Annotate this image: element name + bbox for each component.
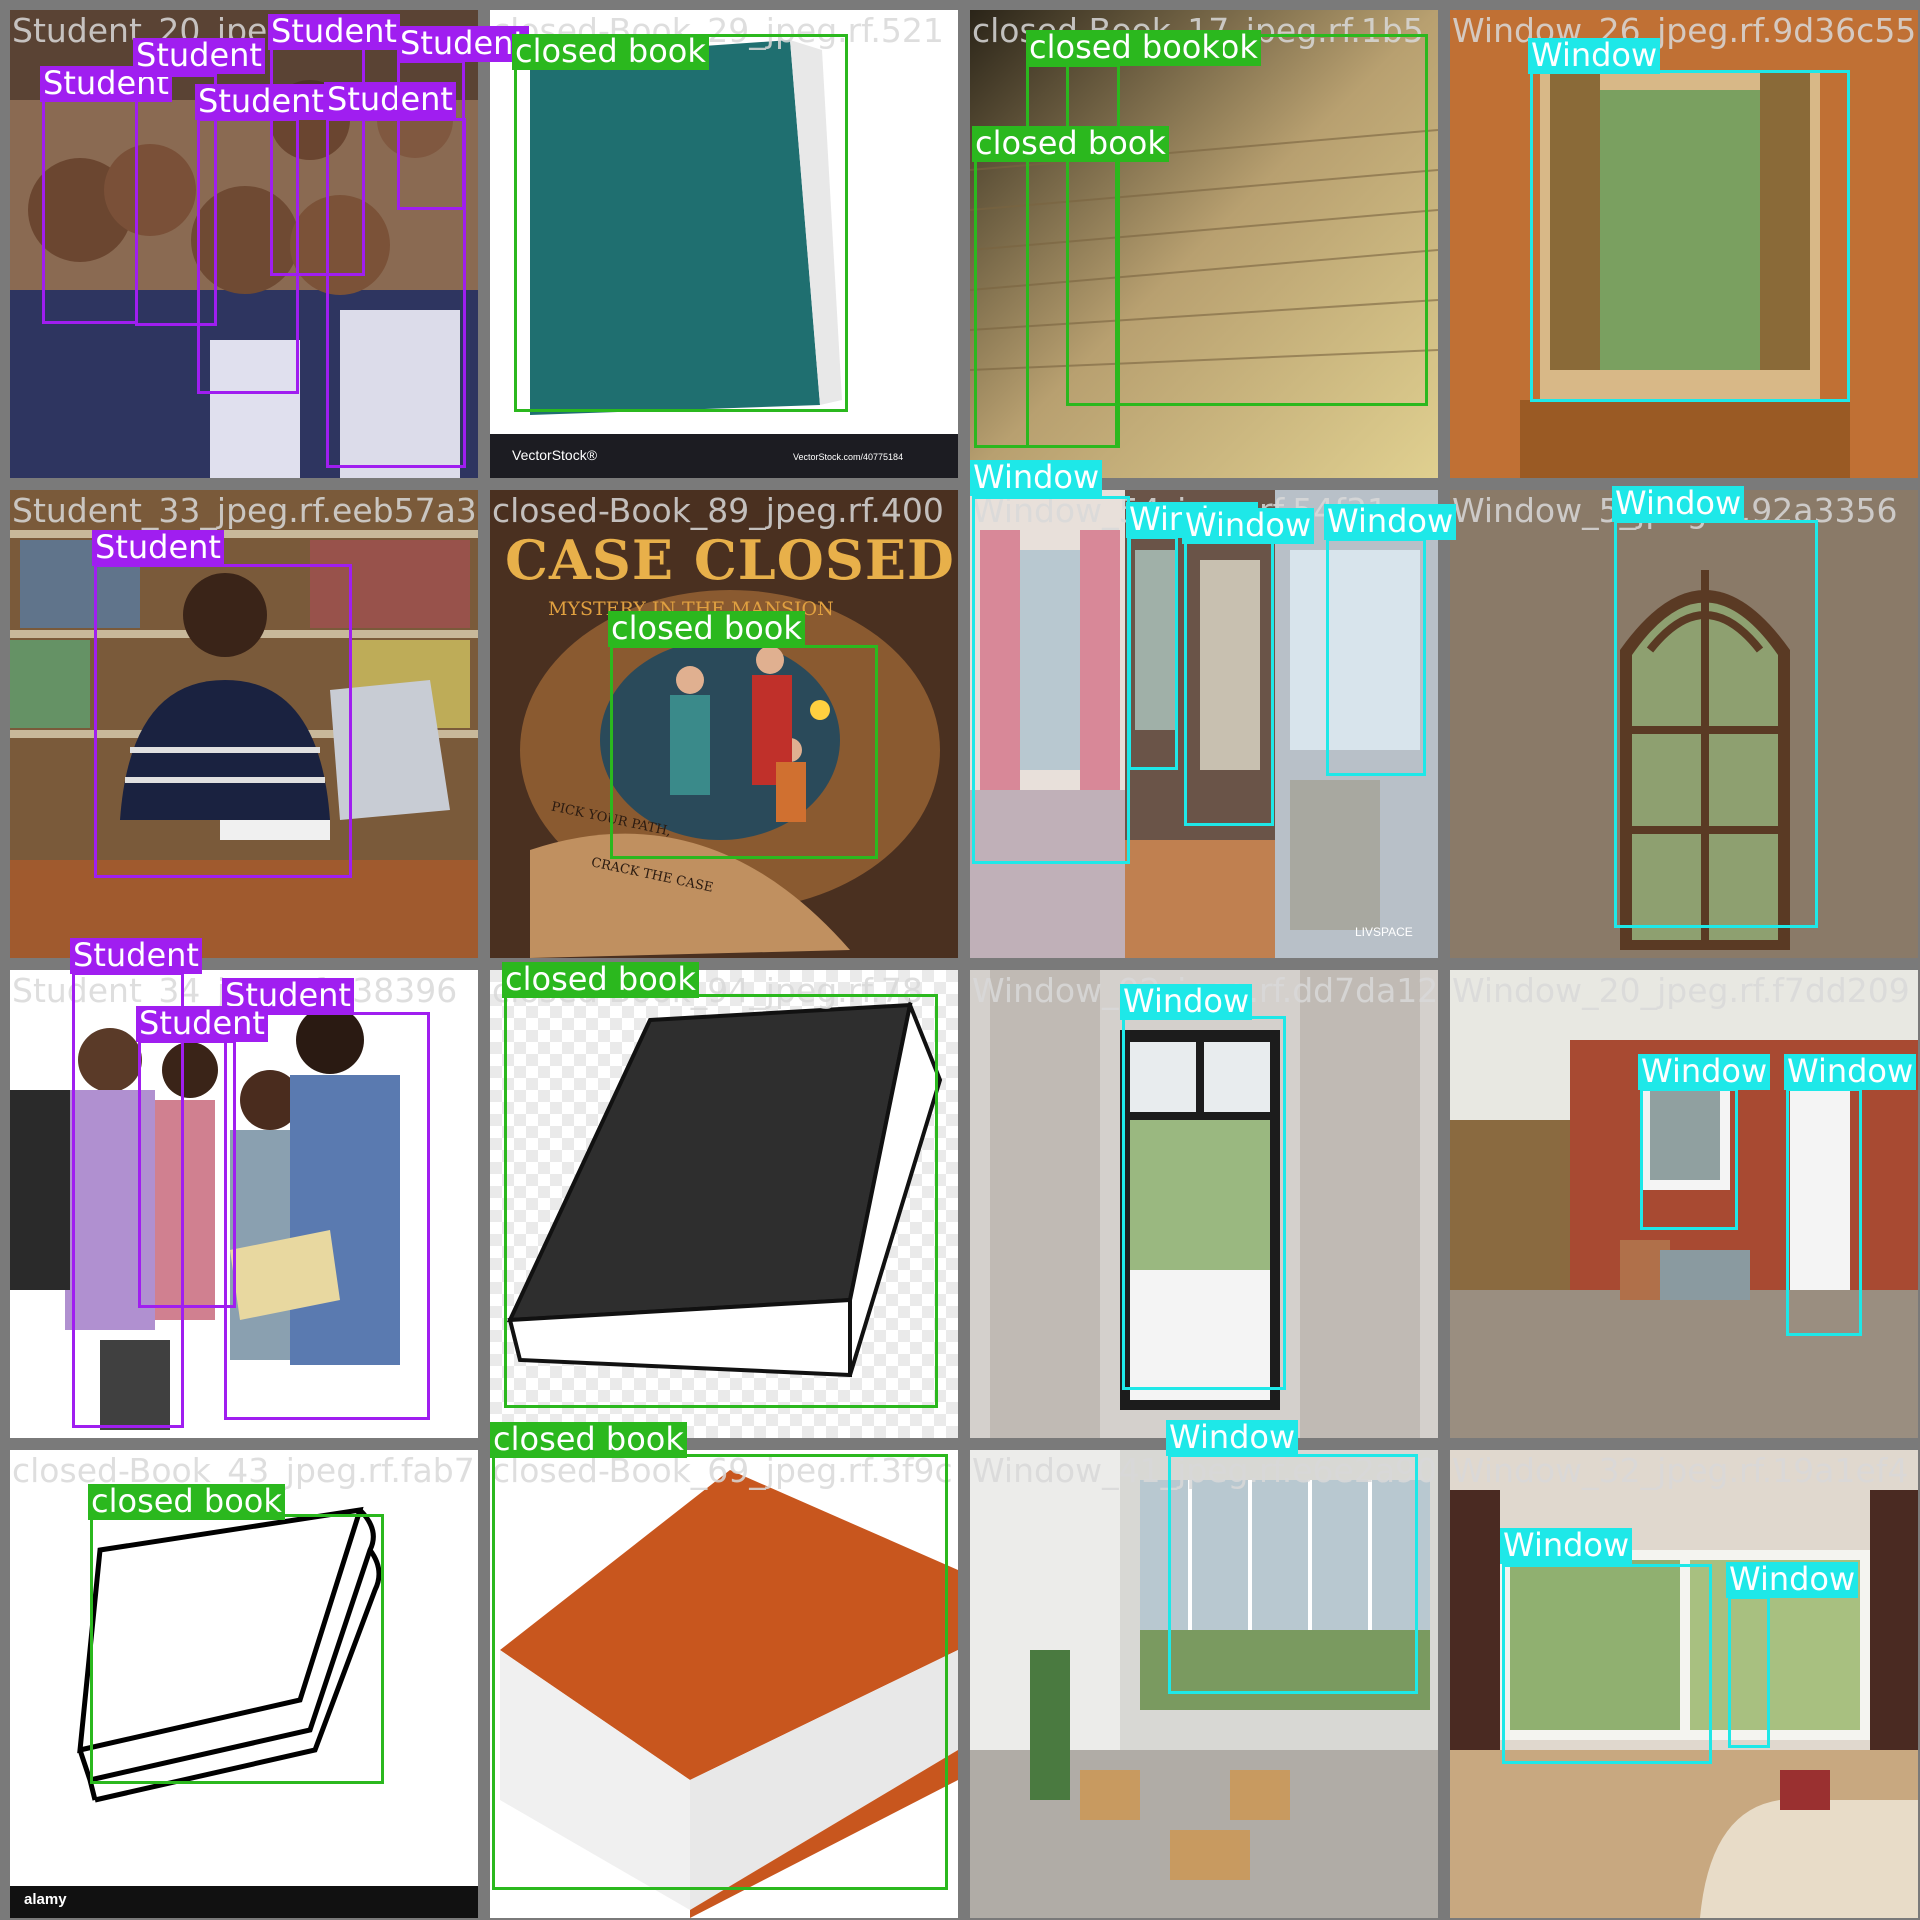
tile-book-pages: closed-Book_17_jpeg.rf.1b5 <box>970 10 1438 478</box>
tile-case-closed: closed-Book_89_jpeg.rf.400 CASE CLOSED M… <box>490 490 958 958</box>
closed-book-label: closed book <box>512 34 709 70</box>
window-label: Window <box>1612 486 1745 522</box>
window-bbox <box>1640 1088 1738 1230</box>
window-bbox <box>1326 538 1426 776</box>
tall-window-photo <box>970 970 1438 1438</box>
closed-book-label: closed book <box>88 1484 285 1520</box>
group-students-photo <box>10 970 478 1438</box>
student-label: Student <box>133 38 265 74</box>
vectorstock-logo: VectorStock® <box>512 447 598 463</box>
window-bbox <box>1122 1016 1286 1390</box>
student-bbox <box>42 98 138 324</box>
closed-book-label: closed book <box>972 126 1169 162</box>
window-bbox <box>1168 1454 1418 1694</box>
window-bbox <box>1728 1596 1770 1748</box>
sketch-book-photo <box>10 1450 478 1918</box>
livspace-logo: LIVSPACE <box>1355 925 1413 939</box>
closed-book-label: closed book <box>502 962 699 998</box>
window-label: Window <box>1726 1562 1859 1598</box>
closed-book-bbox <box>90 1514 384 1784</box>
student-label: Student <box>92 530 224 566</box>
student-bbox <box>135 74 217 326</box>
closed-book-bbox <box>514 34 848 412</box>
closed-book-label: closed book <box>1026 30 1223 66</box>
student-bbox <box>326 118 466 468</box>
window-label: Window <box>1182 508 1315 544</box>
window-bbox <box>1184 540 1274 826</box>
student-label: Student <box>397 26 529 62</box>
closed-book-bbox <box>1066 34 1428 406</box>
window-label: Window <box>1528 38 1661 74</box>
teal-book-photo <box>490 10 958 478</box>
window-bbox <box>1128 536 1178 770</box>
student-bbox <box>138 1040 236 1308</box>
student-label: Student <box>222 978 354 1014</box>
student-label: Student <box>324 82 456 118</box>
closed-book-bbox <box>610 645 878 859</box>
window-label: Window <box>1166 1420 1299 1456</box>
tile-arched-window: Window_5_jpeg.rf.92a3356 <box>1450 490 1918 958</box>
alamy-logo: alamy <box>24 1891 67 1908</box>
orange-book-photo <box>490 1450 958 1918</box>
window-label: Window <box>970 460 1103 496</box>
case-closed-cover <box>490 490 958 958</box>
window-bbox <box>1530 70 1850 402</box>
lobby-photo <box>970 1450 1438 1918</box>
student-label: Student <box>70 938 202 974</box>
window-bbox <box>1614 520 1818 928</box>
student-label: Student <box>268 14 400 50</box>
closed-book-bbox <box>492 1454 948 1890</box>
student-label: Student <box>136 1006 268 1042</box>
window-label: Window <box>1500 1528 1633 1564</box>
windows-collage-photo <box>970 490 1438 958</box>
book-pages-photo <box>970 10 1438 478</box>
tile-tall-window: Window_92_jpeg.rf.dd7da127 <box>970 970 1438 1438</box>
window-bbox <box>1786 1088 1862 1336</box>
closed-book-label: closed book <box>490 1422 687 1458</box>
window-bbox <box>972 496 1130 864</box>
student-bbox <box>224 1012 430 1420</box>
window-label: Window <box>1324 504 1457 540</box>
window-label: Window <box>1120 984 1253 1020</box>
vectorstock-id: VectorStock.com/40775184 <box>793 452 904 462</box>
window-label: Window <box>1784 1054 1917 1090</box>
window-bbox <box>1502 1564 1712 1764</box>
cover-title: CASE CLOSED <box>505 528 955 592</box>
tile-sketch-book: closed-Book_43_jpeg.rf.fab7 alamy <box>10 1450 478 1918</box>
window-label: Window <box>1638 1054 1771 1090</box>
student-bbox <box>397 60 465 210</box>
tile-black-book: closed-Book_94_jpeg.rf.78 <box>490 970 958 1438</box>
black-book-photo <box>490 970 958 1438</box>
student-label: Student <box>195 84 327 120</box>
closed-book-label: closed book <box>608 611 805 647</box>
closed-book-bbox <box>504 994 938 1408</box>
student-bbox <box>94 564 352 878</box>
closed-book-bbox <box>974 158 1118 448</box>
arched-window-photo <box>1450 490 1918 958</box>
